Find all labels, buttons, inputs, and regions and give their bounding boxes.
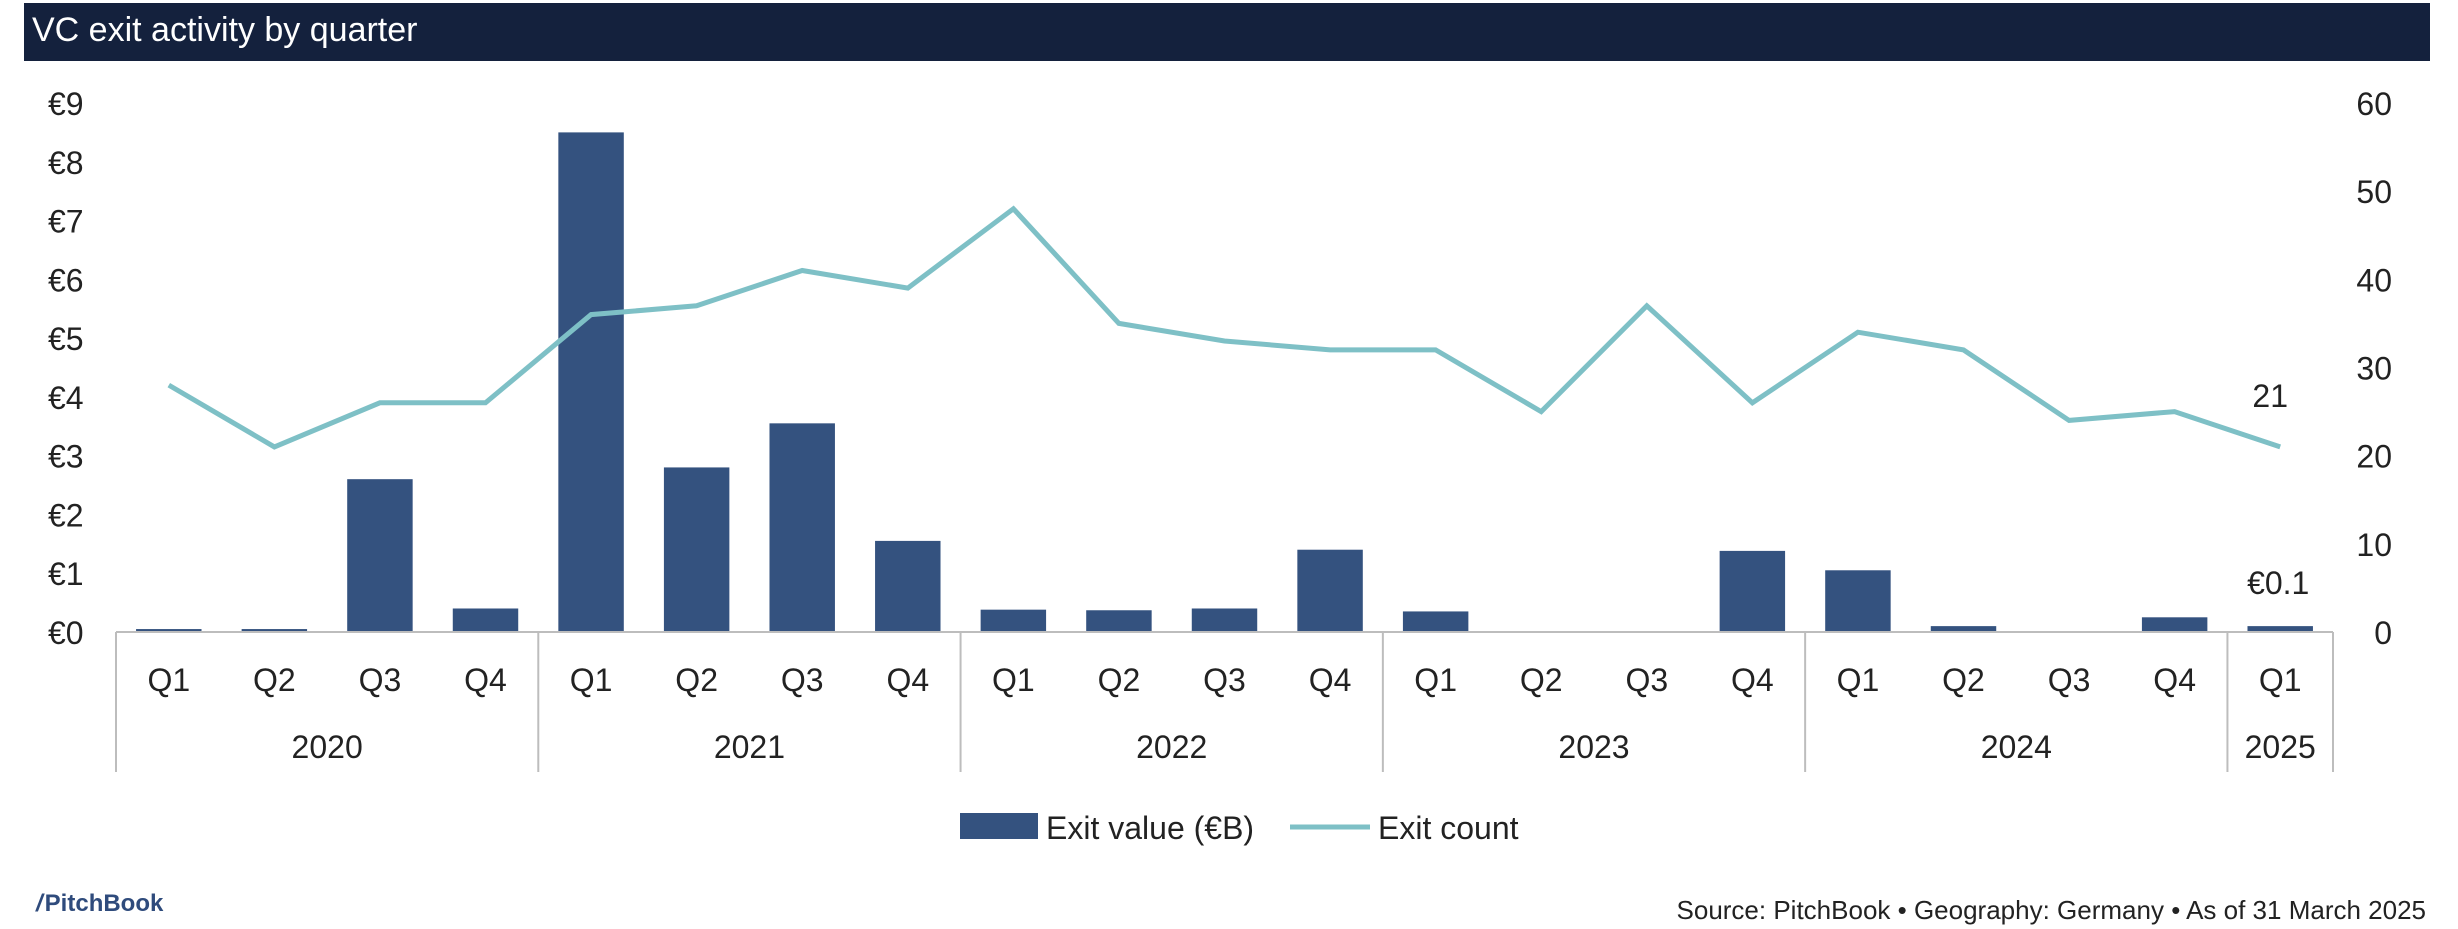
bar-exit-value <box>1719 550 1786 632</box>
y-left-tick-label: €4 <box>48 380 84 416</box>
x-year-label: 2021 <box>714 729 785 765</box>
chart-title: VC exit activity by quarter <box>32 11 418 49</box>
x-quarter-label: Q4 <box>1309 662 1352 698</box>
x-quarter-label: Q4 <box>1731 662 1774 698</box>
x-quarter-label: Q2 <box>675 662 718 698</box>
x-year-label: 2023 <box>1558 729 1629 765</box>
bar-exit-value <box>241 629 308 632</box>
y-right-tick-label: 10 <box>2356 527 2392 563</box>
bar-exit-value <box>875 540 941 632</box>
bar-exit-value <box>663 467 730 632</box>
x-quarter-label: Q3 <box>2048 662 2091 698</box>
source-note: Source: PitchBook • Geography: Germany •… <box>1676 895 2426 925</box>
x-quarter-label: Q3 <box>781 662 824 698</box>
x-quarter-label: Q1 <box>1837 662 1880 698</box>
y-right-tick-label: 50 <box>2356 174 2392 210</box>
bar-exit-value <box>1825 570 1891 632</box>
bar-exit-value <box>980 609 1047 632</box>
bar-exit-value <box>1930 626 1997 632</box>
y-right-tick-label: 40 <box>2356 262 2392 298</box>
y-left-tick-label: €6 <box>48 262 84 298</box>
x-quarter-label: Q4 <box>886 662 929 698</box>
y-left-tick-label: €7 <box>48 204 84 240</box>
y-right-tick-label: 60 <box>2356 86 2392 122</box>
x-quarter-label: Q2 <box>1520 662 1563 698</box>
bar-exit-value <box>558 132 624 632</box>
line-data-label: 21 <box>2252 378 2288 414</box>
y-left-tick-label: €8 <box>48 145 84 181</box>
legend-swatch-exit-value <box>960 813 1038 839</box>
x-quarter-label: Q1 <box>2259 662 2302 698</box>
x-quarter-label: Q4 <box>464 662 507 698</box>
bar-exit-value <box>136 629 202 632</box>
y-right-tick-label: 30 <box>2356 351 2392 387</box>
x-quarter-label: Q4 <box>2153 662 2196 698</box>
bar-exit-value <box>1297 549 1363 632</box>
x-year-label: 2025 <box>2245 729 2316 765</box>
chart-svg: €0 €1 €2 €3 €4 €5 €6 €7 €8 €9 0 10 20 30 40 50 60 €0.1 21 Q… <box>48 86 2392 846</box>
x-quarter-label: Q2 <box>1098 662 1141 698</box>
bar-data-label: €0.1 <box>2247 565 2309 601</box>
bar-exit-value <box>769 423 835 632</box>
x-year-label: 2024 <box>1981 729 2052 765</box>
legend-label-exit-count: Exit count <box>1378 810 1519 846</box>
bar-exit-value <box>1191 608 1258 632</box>
chart-title-bar: VC exit activity by quarter <box>24 3 2430 61</box>
x-quarter-label: Q3 <box>1625 662 1668 698</box>
line-exit-count <box>167 205 2281 450</box>
x-year-label: 2022 <box>1136 729 1207 765</box>
y-left-tick-label: €1 <box>48 556 84 592</box>
y-left-tick-label: €3 <box>48 439 84 475</box>
y-right-tick-label: 0 <box>2374 615 2392 651</box>
pitchbook-logo-text: PitchBook <box>44 890 164 917</box>
y-left-tick-label: €5 <box>48 321 84 357</box>
pitchbook-logo: /PitchBook <box>36 890 163 918</box>
x-year-label: 2020 <box>292 729 363 765</box>
bar-exit-value <box>1402 611 1469 632</box>
bar-exit-value <box>347 479 413 632</box>
pitchbook-logo-mark: / <box>36 890 43 917</box>
y-left-tick-label: €9 <box>48 86 84 122</box>
y-right-tick-label: 20 <box>2356 439 2392 475</box>
x-quarter-label: Q1 <box>1414 662 1457 698</box>
x-quarter-label: Q2 <box>1942 662 1985 698</box>
x-quarter-label: Q1 <box>992 662 1035 698</box>
legend-label-exit-value: Exit value (€B) <box>1046 810 1254 846</box>
y-left-tick-label: €0 <box>48 615 84 651</box>
bar-exit-value <box>452 608 519 632</box>
x-quarter-label: Q1 <box>147 662 190 698</box>
x-quarter-label: Q3 <box>359 662 402 698</box>
x-quarter-label: Q2 <box>253 662 296 698</box>
y-left-tick-label: €2 <box>48 497 84 533</box>
x-quarter-label: Q3 <box>1203 662 1246 698</box>
bar-exit-value <box>2141 617 2208 632</box>
x-quarter-label: Q1 <box>570 662 613 698</box>
bar-exit-value <box>1086 610 1152 632</box>
bar-exit-value <box>2247 626 2313 632</box>
